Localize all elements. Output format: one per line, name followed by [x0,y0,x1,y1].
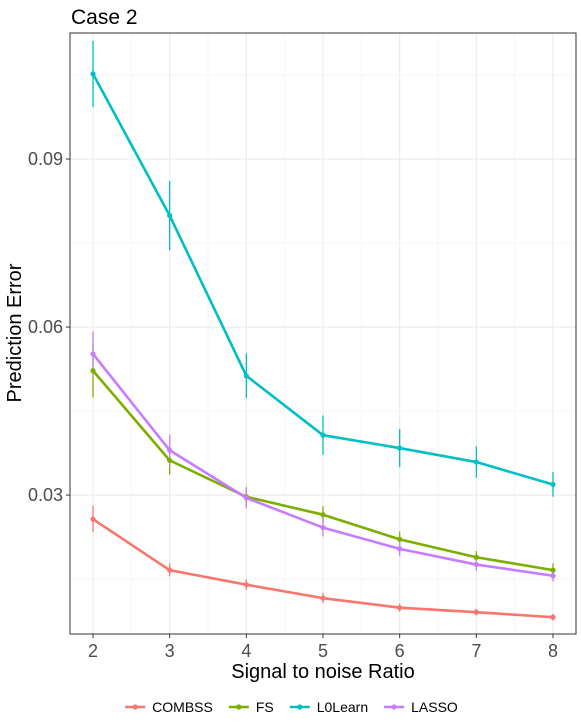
data-point-combss [90,516,96,522]
x-tick-label: 3 [165,641,175,661]
data-point-l0learn [473,459,479,465]
data-point-l0learn [550,481,556,488]
legend-label-l0learn: L0Learn [317,699,368,715]
data-point-combss [550,614,556,620]
data-point-combss [397,605,403,611]
data-point-combss [243,582,249,588]
x-tick-label: 2 [88,641,98,661]
data-point-lasso [397,546,403,552]
legend-key-combss [125,704,146,710]
y-tick-label: 0.03 [28,485,63,505]
legend-key-l0learn [289,704,310,710]
data-point-fs [550,567,556,573]
data-point-lasso [550,573,556,579]
x-tick-label: 7 [471,641,481,661]
data-point-l0learn [90,71,96,77]
legend-key-lasso [384,704,405,710]
legend: COMBSS FS L0Learn LASSO [125,699,458,715]
y-axis-ticks: 0.03 0.06 0.09 [28,149,70,505]
x-tick-label: 6 [395,641,405,661]
legend-key-point [236,704,242,710]
legend-label-fs: FS [256,699,274,715]
x-axis-label: Signal to noise Ratio [231,661,414,683]
x-tick-label: 4 [241,641,251,661]
x-tick-label: 8 [548,641,558,661]
legend-key-point [391,704,397,710]
data-point-lasso [473,561,479,568]
data-point-l0learn [167,212,173,219]
data-point-l0learn [397,445,403,451]
y-tick-label: 0.09 [28,149,63,169]
data-point-fs [90,368,96,374]
data-point-lasso [167,447,173,453]
data-point-fs [397,536,403,542]
data-point-fs [167,457,173,463]
data-points [90,71,556,620]
data-point-combss [167,567,173,573]
y-axis-label: Prediction Error [4,263,26,402]
legend-key-point [297,704,303,710]
data-point-lasso [90,351,96,357]
legend-key-fs [228,704,249,710]
y-tick-label: 0.06 [28,317,63,337]
data-point-l0learn [243,373,249,379]
data-point-lasso [243,495,249,501]
data-point-lasso [320,524,326,531]
chart-title: Case 2 [71,6,138,29]
x-tick-label: 5 [318,641,328,661]
data-point-l0learn [320,432,326,438]
data-point-combss [473,609,479,615]
data-point-fs [473,554,479,560]
legend-label-combss: COMBSS [152,699,213,715]
legend-label-lasso: LASSO [411,699,458,715]
data-point-fs [320,512,326,518]
x-axis-ticks: 2 3 4 5 6 7 8 [88,634,558,661]
legend-key-point [132,704,138,710]
data-point-combss [320,595,326,601]
